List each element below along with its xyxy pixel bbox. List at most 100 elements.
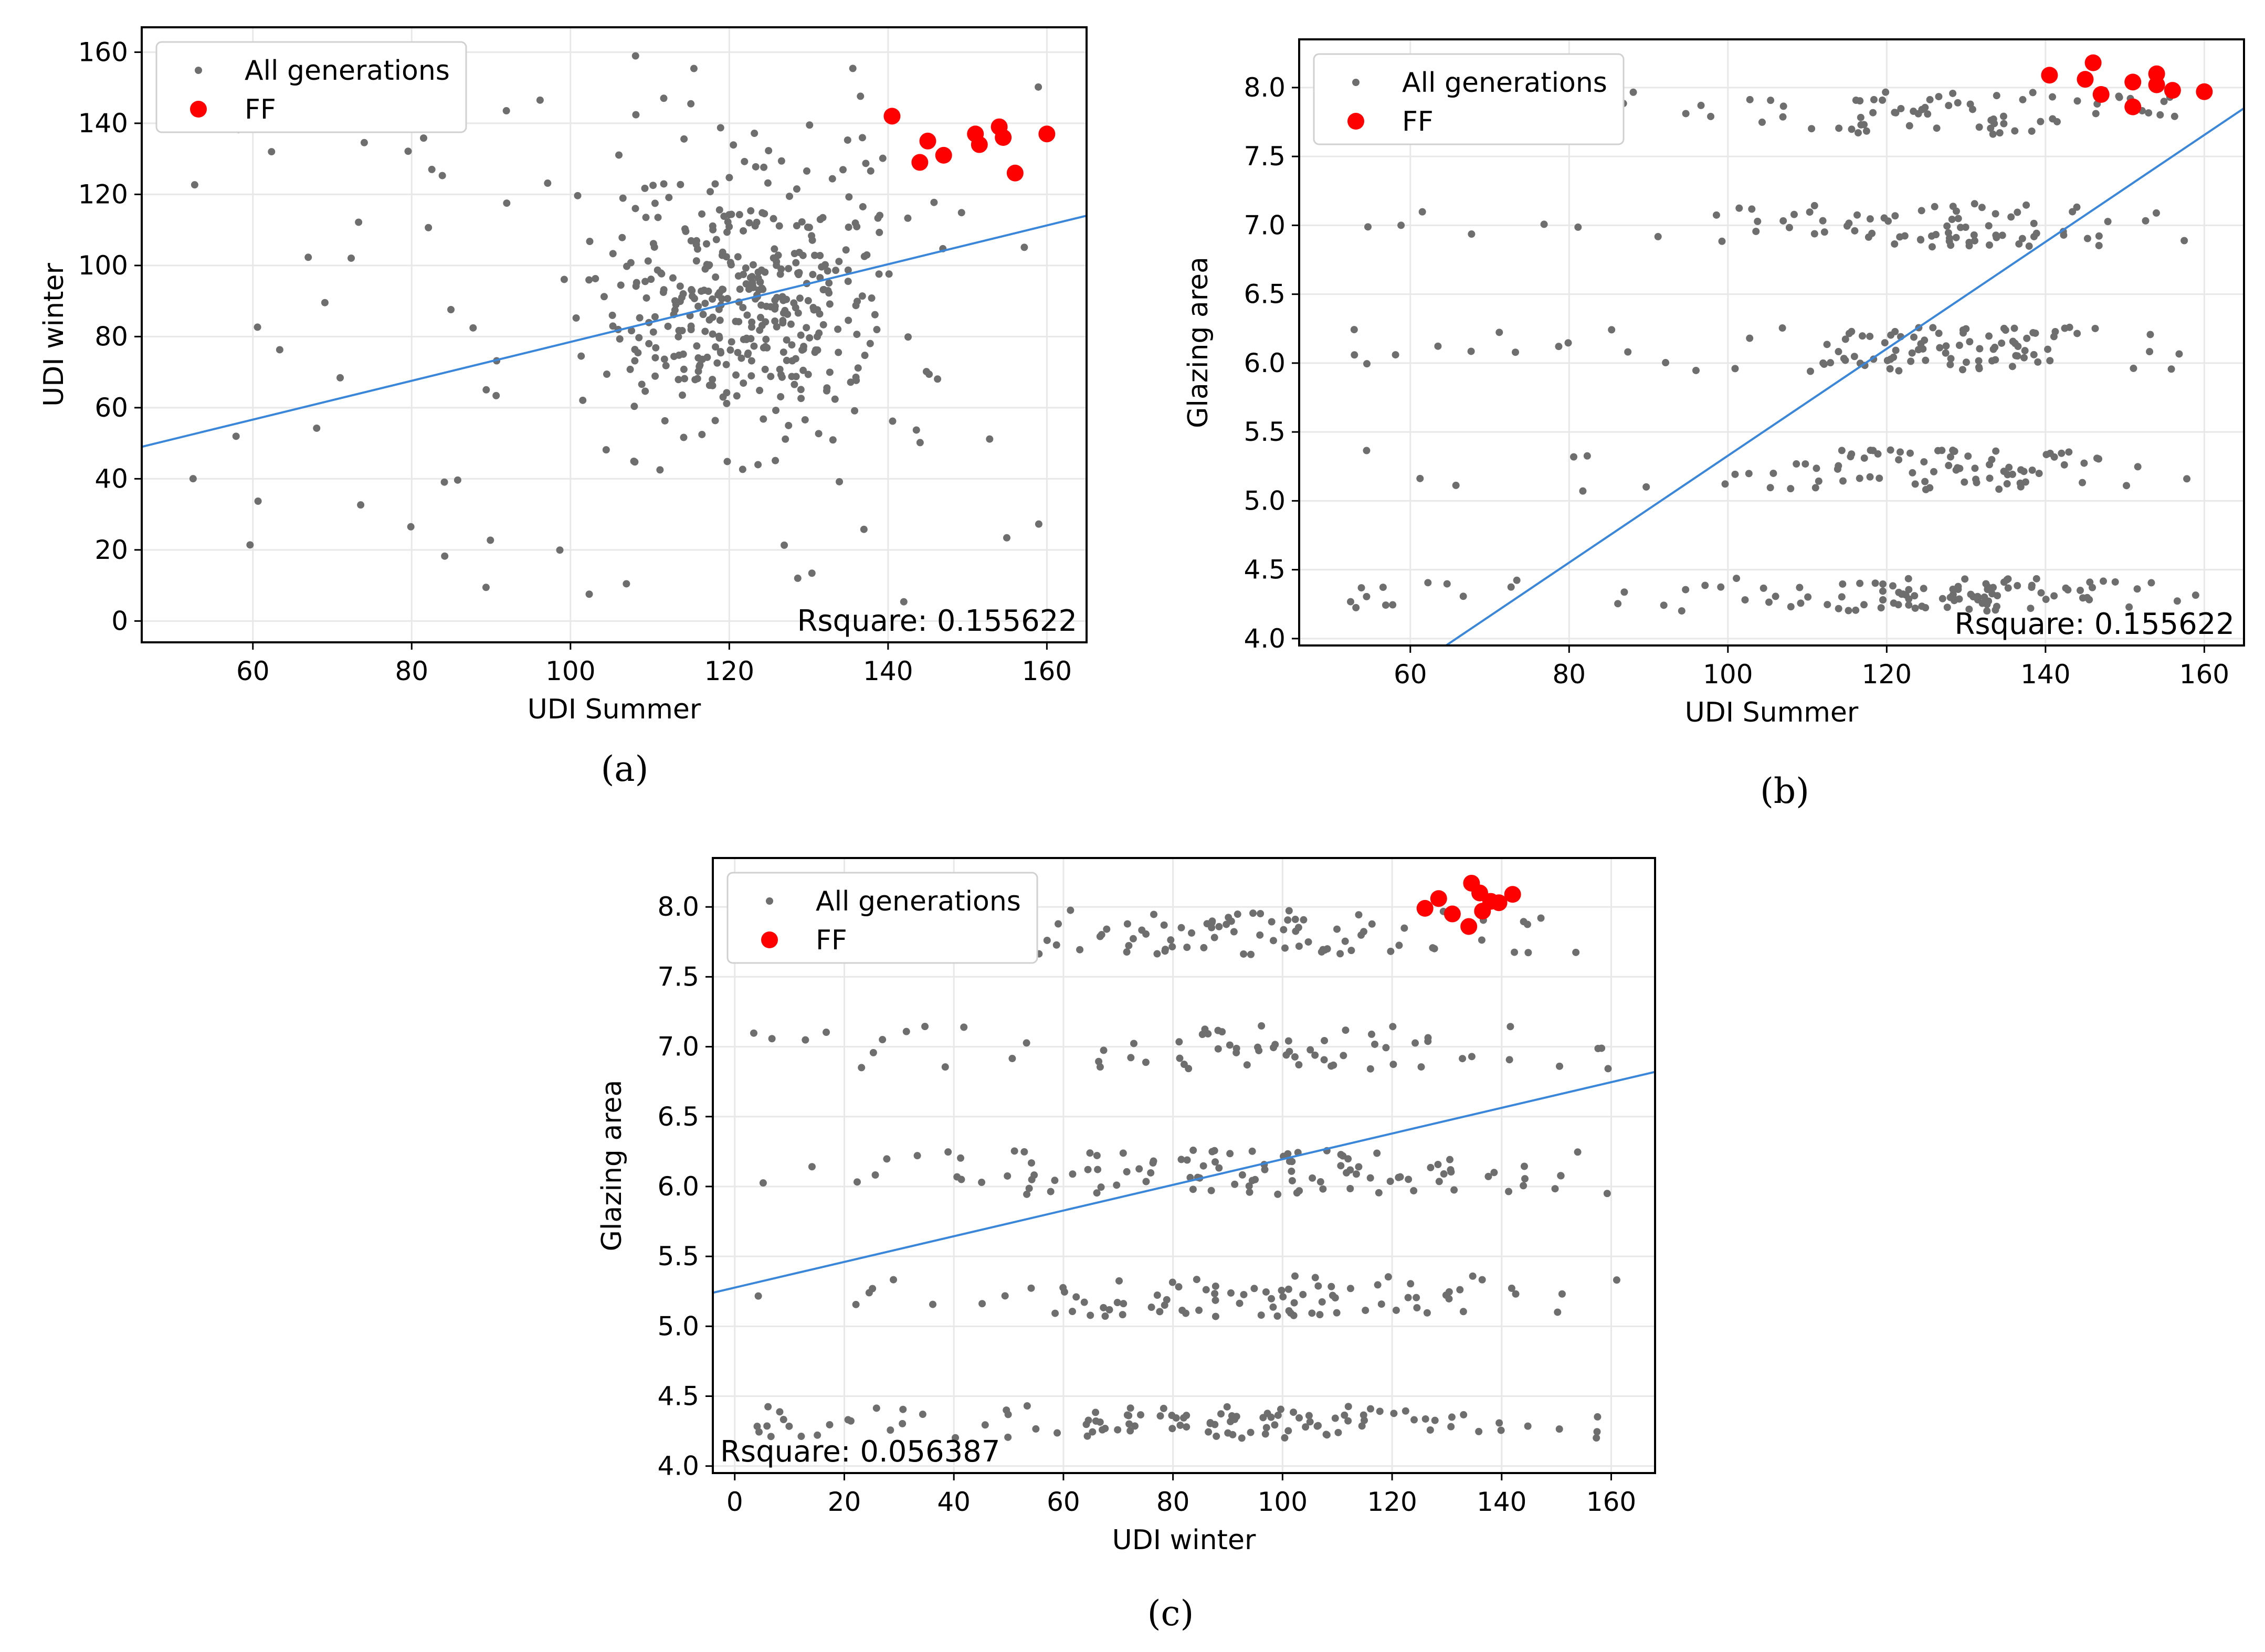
ff-point	[2077, 71, 2094, 88]
population-point	[829, 436, 837, 444]
population-point	[1512, 1290, 1520, 1298]
population-point	[2003, 480, 2011, 488]
population-point	[738, 354, 745, 362]
population-point	[758, 322, 766, 330]
population-point	[763, 302, 771, 310]
population-point	[763, 1422, 771, 1430]
population-point	[1961, 478, 1968, 486]
population-point	[1964, 452, 1972, 460]
population-point	[1261, 1430, 1269, 1438]
population-point	[680, 365, 688, 373]
population-point	[1558, 1290, 1566, 1298]
population-point	[1896, 448, 1904, 456]
population-point	[1752, 227, 1760, 235]
population-point	[1954, 215, 1962, 223]
population-point	[866, 340, 874, 347]
population-point	[1942, 349, 1950, 357]
population-point	[1089, 1428, 1097, 1436]
population-point	[680, 433, 688, 441]
population-point	[871, 1171, 879, 1179]
ff-point	[1504, 886, 1521, 903]
population-point	[649, 240, 657, 248]
population-point	[1524, 1422, 1532, 1430]
population-point	[1249, 909, 1257, 917]
population-point	[734, 348, 742, 356]
population-point	[1366, 1065, 1374, 1073]
population-point	[704, 288, 712, 295]
population-point	[862, 160, 870, 167]
population-point	[845, 316, 852, 324]
population-point	[1234, 910, 1241, 918]
chart-panel-b: 60 80 100 120 140 160 4.0 4.5 5.0 5.5 6.0 6.5 7.0 7.5…	[1183, 38, 2245, 811]
population-point	[641, 278, 649, 285]
population-point	[887, 1426, 894, 1434]
population-point	[1068, 1308, 1076, 1316]
y-tick-label: 0	[111, 606, 128, 636]
population-point	[2017, 466, 2025, 474]
population-point	[1660, 601, 1668, 609]
population-point	[694, 367, 702, 375]
population-point	[2077, 587, 2084, 595]
population-point	[2046, 357, 2054, 365]
population-point	[853, 223, 861, 230]
population-point	[1001, 1292, 1009, 1300]
population-point	[1971, 237, 1978, 245]
x-tick-label: 160	[1022, 656, 1072, 686]
population-point	[1524, 949, 1532, 957]
ff-point	[2084, 54, 2102, 71]
population-point	[1285, 1307, 1293, 1315]
population-point	[844, 266, 852, 274]
population-point	[1862, 127, 1870, 135]
population-point	[1142, 930, 1150, 938]
population-point	[779, 296, 787, 304]
population-point	[268, 148, 276, 156]
population-point	[1313, 1422, 1321, 1430]
population-point	[1879, 596, 1887, 604]
population-point	[586, 238, 594, 246]
population-point	[1983, 607, 1991, 615]
population-point	[2032, 575, 2040, 583]
population-point	[1955, 595, 1963, 603]
population-point	[254, 323, 261, 331]
population-point	[645, 340, 653, 347]
population-point	[1459, 592, 1467, 600]
population-point	[773, 323, 781, 331]
y-tick-label: 5.0	[1244, 485, 1286, 516]
population-point	[313, 424, 321, 432]
y-tick-label: 7.0	[657, 1032, 699, 1062]
population-point	[711, 417, 719, 425]
population-point	[1883, 356, 1891, 364]
population-point	[1484, 1172, 1492, 1180]
population-point	[1227, 1289, 1235, 1297]
population-point	[1309, 1174, 1316, 1182]
population-point	[761, 268, 769, 276]
x-tick-label: 100	[1258, 1487, 1308, 1517]
population-point	[702, 240, 710, 248]
population-point	[1767, 97, 1775, 104]
population-point	[719, 248, 726, 256]
population-point	[1497, 1426, 1505, 1434]
x-tick-label: 120	[1862, 659, 1912, 690]
population-point	[723, 228, 731, 236]
population-point	[836, 478, 844, 485]
population-point	[1096, 933, 1104, 940]
population-point	[879, 154, 887, 162]
population-point	[1468, 1053, 1476, 1061]
x-tick-label: 160	[2179, 659, 2229, 690]
population-point	[675, 333, 682, 341]
population-point	[680, 135, 688, 143]
population-point	[735, 211, 743, 219]
population-point	[709, 376, 717, 384]
population-point	[1452, 481, 1460, 489]
population-point	[1375, 1189, 1383, 1196]
population-point	[712, 273, 720, 281]
population-point	[1707, 112, 1715, 120]
population-point	[1357, 584, 1365, 592]
population-point	[874, 214, 882, 222]
population-point	[981, 1421, 989, 1429]
population-point	[960, 1023, 968, 1031]
population-point	[709, 295, 717, 303]
population-point	[1920, 585, 1927, 592]
population-point	[1431, 1416, 1439, 1424]
x-tick-label: 160	[1586, 1487, 1636, 1517]
